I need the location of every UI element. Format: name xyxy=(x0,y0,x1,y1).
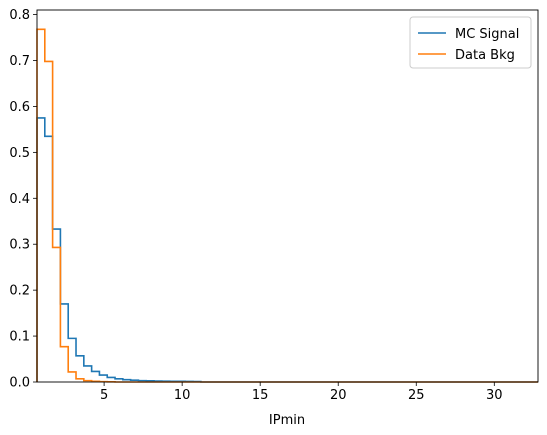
legend-label-mc-signal: MC Signal xyxy=(455,27,519,42)
legend-box xyxy=(409,16,532,69)
series-mc-signal xyxy=(36,117,538,383)
y-tick-label: 0.0 xyxy=(9,376,30,391)
y-tick-label: 0.6 xyxy=(9,100,30,115)
y-tick-label: 0.5 xyxy=(9,146,30,161)
y-tick-label: 0.4 xyxy=(9,192,30,207)
series-layer xyxy=(36,28,538,383)
x-tick-label: 15 xyxy=(252,388,269,403)
y-tick-label: 0.7 xyxy=(9,54,30,69)
legend-label-data-bkg: Data Bkg xyxy=(455,48,515,63)
y-tick-label: 0.1 xyxy=(9,330,30,345)
y-tick-label: 0.2 xyxy=(9,284,30,299)
series-data-bkg xyxy=(36,28,538,383)
y-tick-label: 0.3 xyxy=(9,238,30,253)
x-axis-label: IPmin xyxy=(269,413,305,428)
x-tick-label: 5 xyxy=(100,388,108,403)
y-tick-label: 0.8 xyxy=(9,8,30,23)
plot-frame xyxy=(36,9,539,383)
y-axis-ticks: 0.0 0.1 0.2 0.3 0.4 0.5 0.6 0.7 0.8 xyxy=(9,8,37,391)
x-tick-label: 20 xyxy=(330,388,347,403)
x-tick-label: 30 xyxy=(486,388,503,403)
x-tick-label: 25 xyxy=(408,388,425,403)
x-tick-label: 10 xyxy=(174,388,191,403)
x-axis-ticks: 5 10 15 20 25 30 xyxy=(100,382,503,403)
legend: MC Signal Data Bkg xyxy=(409,16,532,69)
